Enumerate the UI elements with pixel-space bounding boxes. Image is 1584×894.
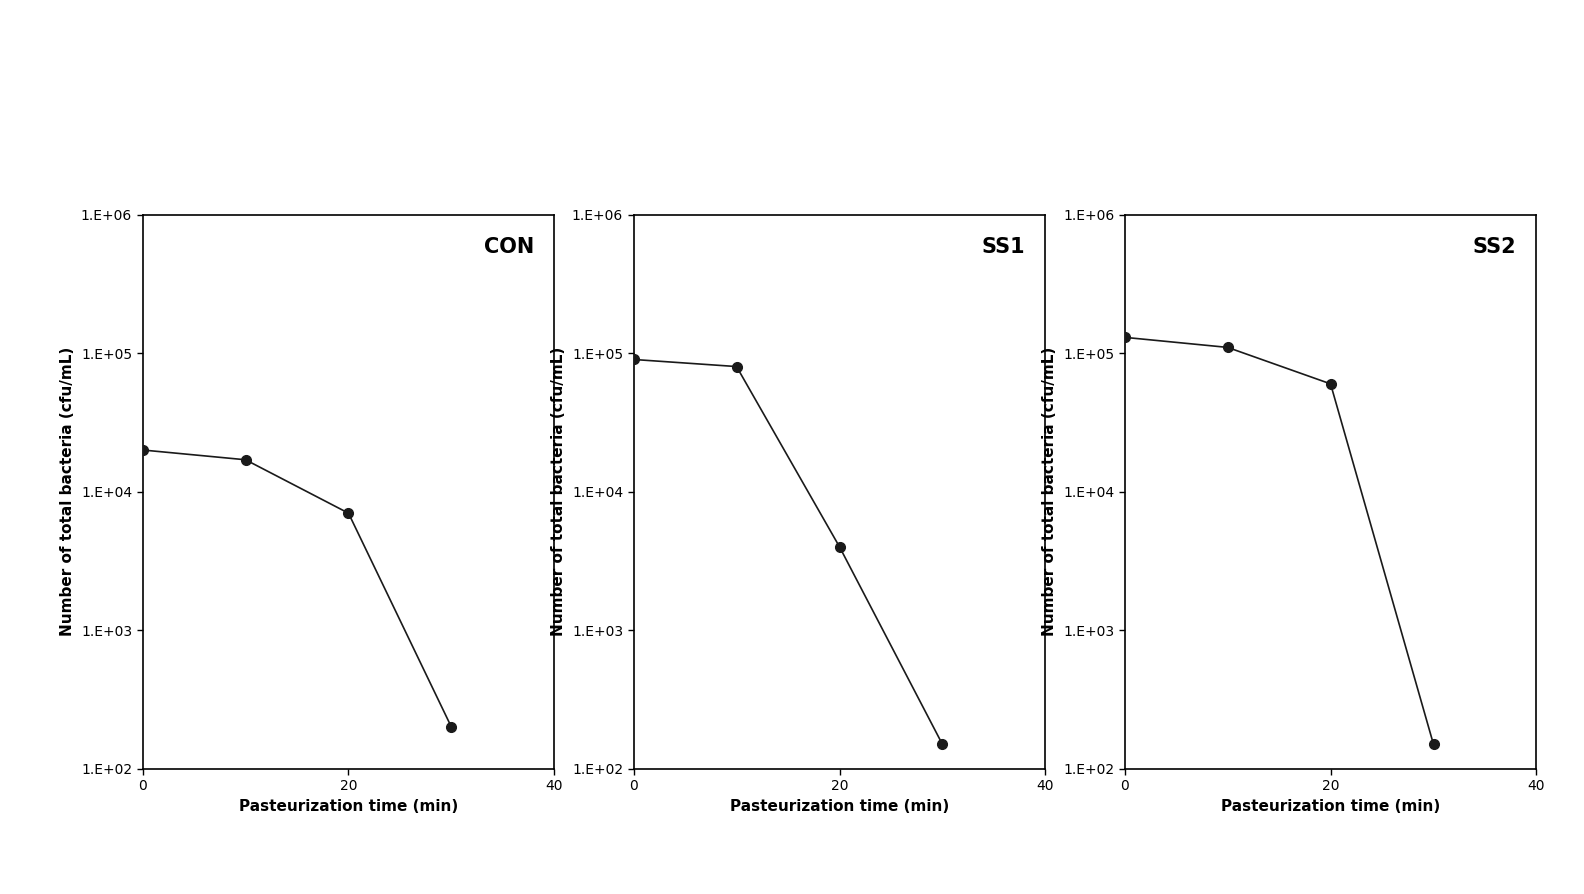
Text: CON: CON bbox=[483, 237, 534, 257]
X-axis label: Pasteurization time (min): Pasteurization time (min) bbox=[239, 799, 458, 814]
X-axis label: Pasteurization time (min): Pasteurization time (min) bbox=[1221, 799, 1440, 814]
X-axis label: Pasteurization time (min): Pasteurization time (min) bbox=[730, 799, 949, 814]
Y-axis label: Number of total bacteria (cfu/mL): Number of total bacteria (cfu/mL) bbox=[60, 347, 76, 637]
Text: SS1: SS1 bbox=[980, 237, 1025, 257]
Text: SS2: SS2 bbox=[1472, 237, 1516, 257]
Y-axis label: Number of total bacteria (cfu/mL): Number of total bacteria (cfu/mL) bbox=[551, 347, 567, 637]
Y-axis label: Number of total bacteria (cfu/mL): Number of total bacteria (cfu/mL) bbox=[1042, 347, 1058, 637]
